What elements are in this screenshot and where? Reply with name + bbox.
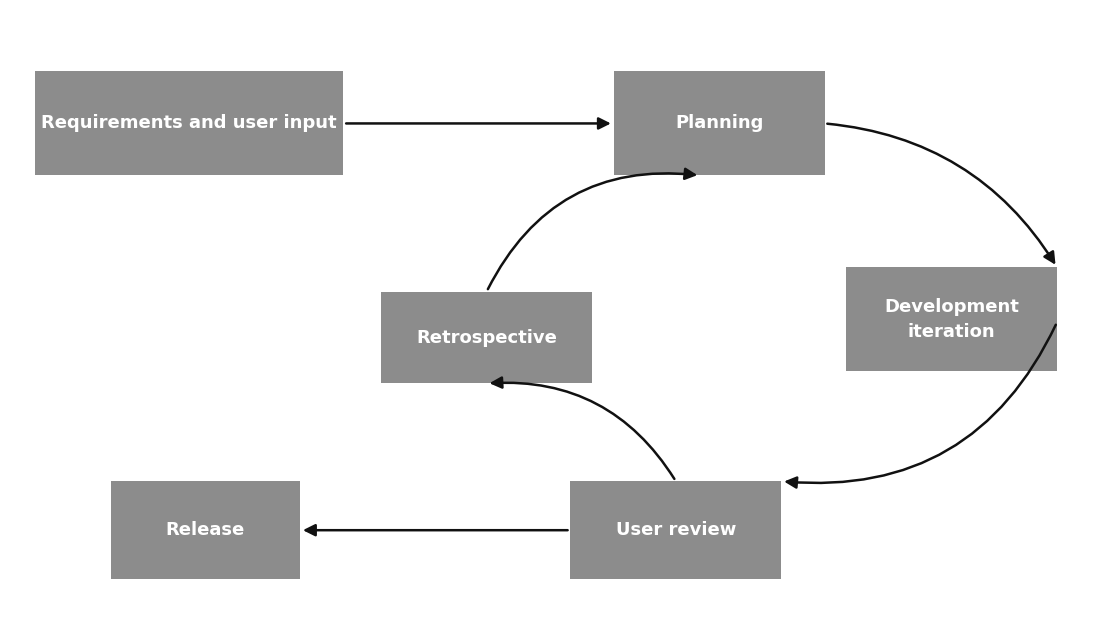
Text: Planning: Planning	[675, 115, 764, 133]
Text: Retrospective: Retrospective	[417, 329, 557, 347]
Text: User review: User review	[615, 521, 736, 539]
FancyBboxPatch shape	[613, 71, 824, 175]
Text: Development
iteration: Development iteration	[884, 298, 1019, 340]
FancyBboxPatch shape	[35, 71, 343, 175]
FancyBboxPatch shape	[381, 291, 592, 383]
FancyBboxPatch shape	[570, 481, 781, 579]
Text: Release: Release	[166, 521, 245, 539]
FancyBboxPatch shape	[111, 481, 300, 579]
FancyBboxPatch shape	[846, 267, 1057, 371]
Text: Requirements and user input: Requirements and user input	[42, 115, 337, 133]
